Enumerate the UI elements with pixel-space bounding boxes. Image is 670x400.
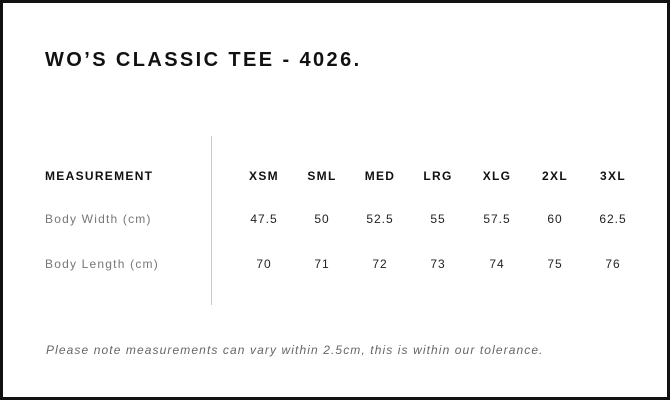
header-size: SML [307,169,337,183]
table-cell: 74 [489,257,505,271]
table-cell: 52.5 [366,212,394,226]
table-cell: 75 [547,257,563,271]
page-title: WO’S CLASSIC TEE - 4026. [45,49,362,71]
tolerance-note: Please note measurements can vary within… [46,343,544,357]
table-cell: 47.5 [250,212,278,226]
header-size: 2XL [542,169,568,183]
table-cell: 72 [372,257,388,271]
row-label: Body Width (cm) [45,212,152,226]
header-size: XLG [482,169,512,183]
table-cell: 71 [314,257,330,271]
table-cell: 60 [547,212,563,226]
header-size: MED [364,169,396,183]
column-divider [211,136,212,305]
header-size: XSM [249,169,279,183]
header-size: LRG [423,169,453,183]
table-cell: 50 [314,212,330,226]
table-cell: 70 [256,257,272,271]
header-size: 3XL [600,169,626,183]
table-cell: 57.5 [483,212,511,226]
table-cell: 76 [605,257,621,271]
table-cell: 62.5 [599,212,627,226]
table-cell: 73 [430,257,446,271]
header-measurement: MEASUREMENT [45,169,154,183]
table-cell: 55 [430,212,446,226]
row-label: Body Length (cm) [45,257,159,271]
